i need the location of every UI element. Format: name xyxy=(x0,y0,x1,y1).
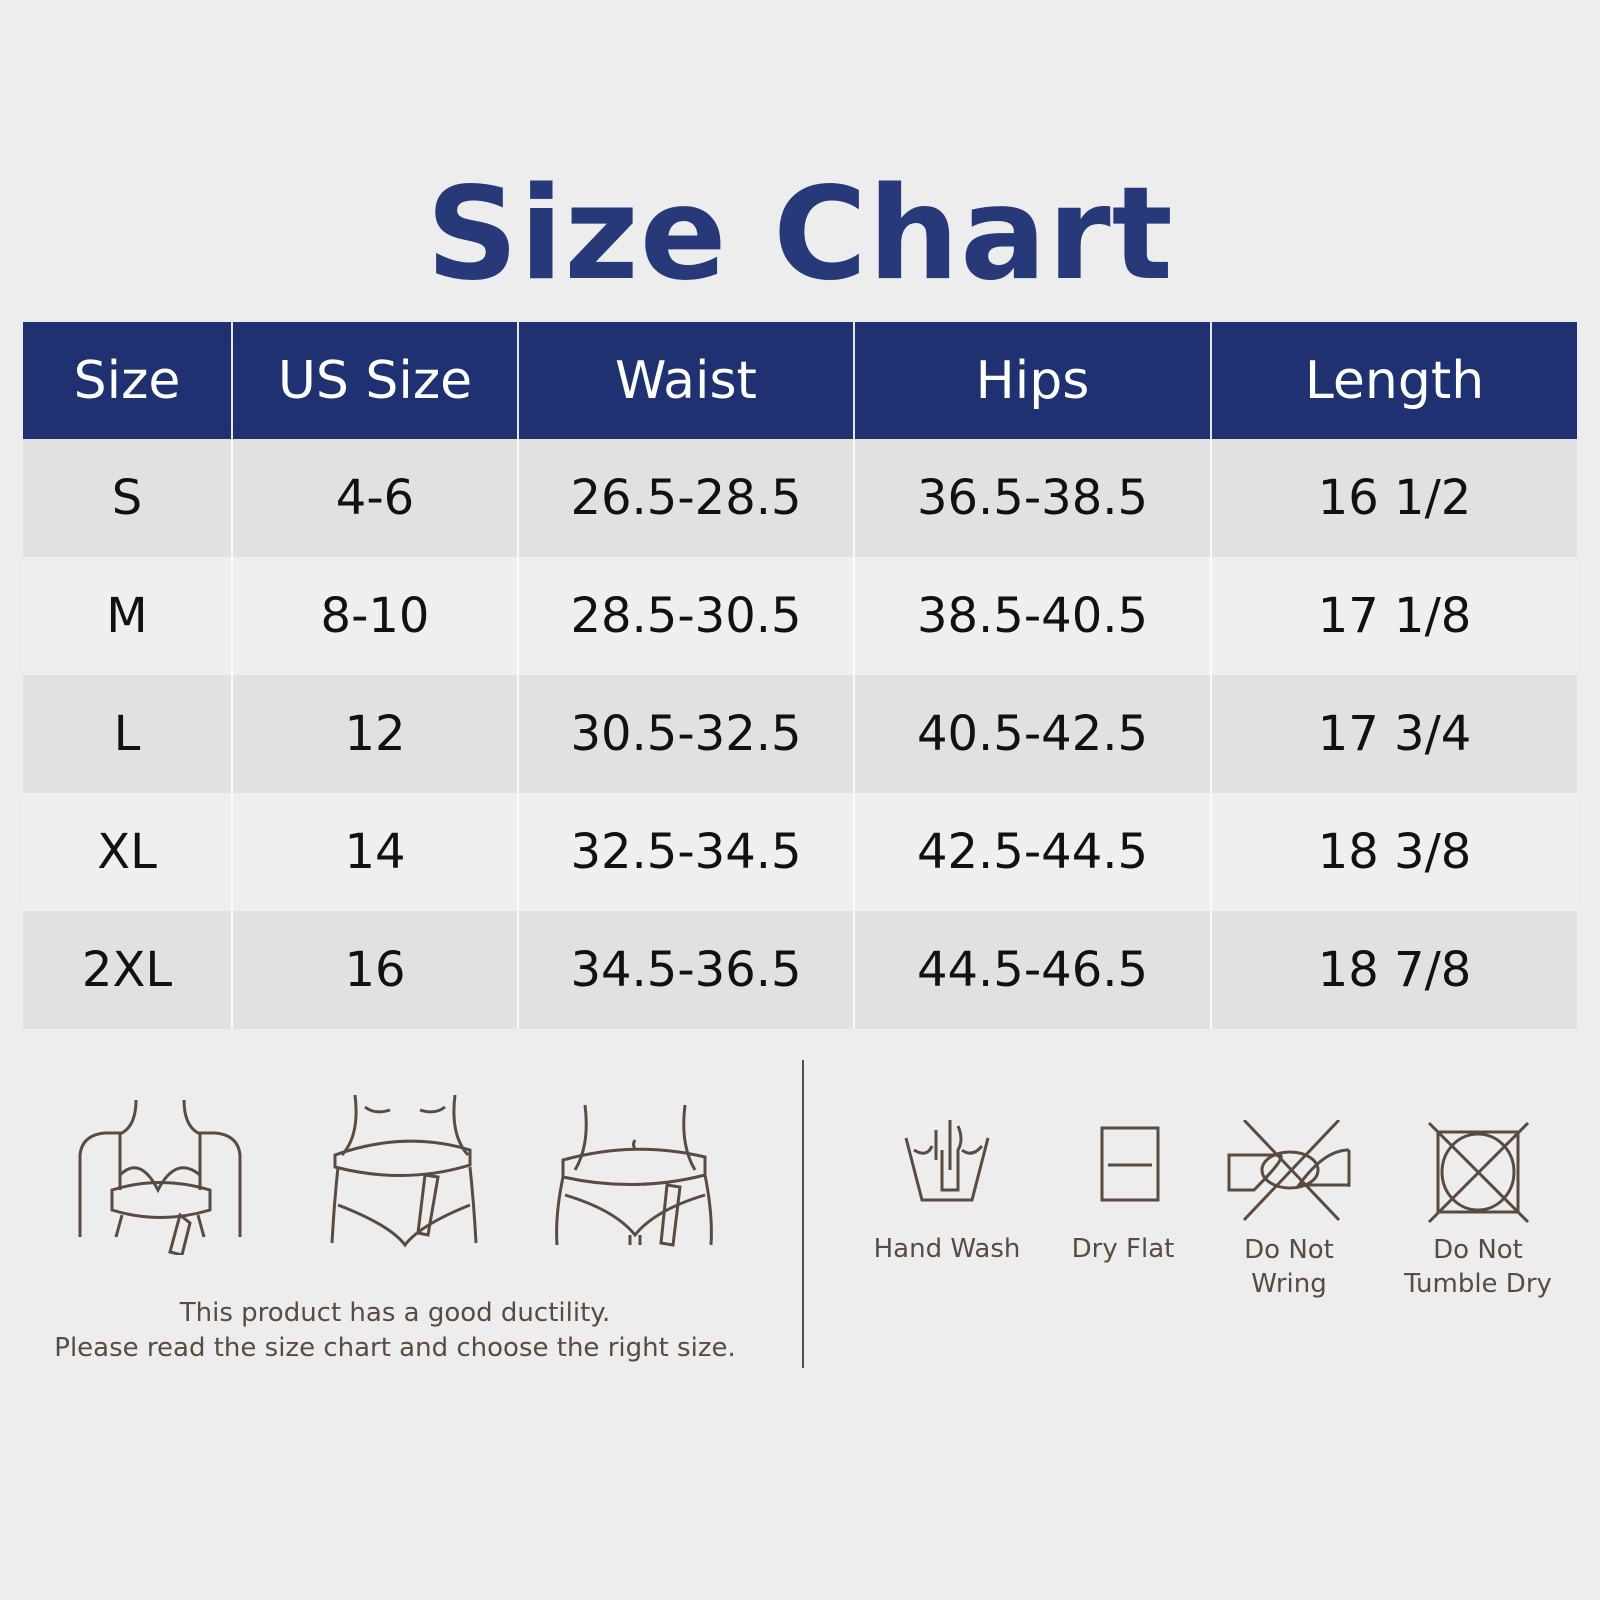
cell-size: XL xyxy=(23,793,233,911)
cell-us-size: 16 xyxy=(232,911,519,1029)
care-label: Hand Wash xyxy=(873,1234,1021,1264)
care-do-not-wring: Do Not Wring xyxy=(1199,1120,1379,1301)
note-line-2: Please read the size chart and choose th… xyxy=(54,1333,736,1363)
care-label: Wring xyxy=(1251,1269,1327,1299)
table-row: 2XL 16 34.5-36.5 44.5-46.5 18 7/8 xyxy=(23,911,1577,1029)
cell-waist: 30.5-32.5 xyxy=(518,675,855,793)
hand-wash-icon xyxy=(904,1120,990,1202)
cell-size: L xyxy=(23,675,233,793)
cell-size: 2XL xyxy=(23,911,233,1029)
cell-waist: 26.5-28.5 xyxy=(518,439,855,557)
bust-measure-icon xyxy=(78,1099,242,1255)
care-label: Do Not xyxy=(1244,1235,1334,1265)
cell-length: 17 3/4 xyxy=(1211,675,1577,793)
table-header-row: Size US Size Waist Hips Length xyxy=(23,322,1577,439)
cell-length: 18 3/8 xyxy=(1211,793,1577,911)
cell-hips: 38.5-40.5 xyxy=(854,557,1212,675)
note-line-1: This product has a good ductility. xyxy=(179,1298,611,1328)
cell-us-size: 14 xyxy=(232,793,519,911)
cell-waist: 28.5-30.5 xyxy=(518,557,855,675)
cell-hips: 44.5-46.5 xyxy=(854,911,1212,1029)
cell-length: 17 1/8 xyxy=(1211,557,1577,675)
waist-measure-icon xyxy=(330,1095,478,1248)
dry-flat-icon xyxy=(1100,1126,1160,1202)
table-row: M 8-10 28.5-30.5 38.5-40.5 17 1/8 xyxy=(23,557,1577,675)
care-dry-flat: Dry Flat xyxy=(1033,1120,1213,1266)
hip-measure-icon xyxy=(555,1104,713,1247)
table-row: L 12 30.5-32.5 40.5-42.5 17 3/4 xyxy=(23,675,1577,793)
cell-waist: 32.5-34.5 xyxy=(518,793,855,911)
care-label: Tumble Dry xyxy=(1404,1269,1552,1299)
header-size: Size xyxy=(23,322,233,439)
cell-hips: 40.5-42.5 xyxy=(854,675,1212,793)
cell-waist: 34.5-36.5 xyxy=(518,911,855,1029)
cell-us-size: 4-6 xyxy=(232,439,519,557)
header-length: Length xyxy=(1211,322,1577,439)
table-row: S 4-6 26.5-28.5 36.5-38.5 16 1/2 xyxy=(23,439,1577,557)
header-hips: Hips xyxy=(854,322,1212,439)
size-table: Size US Size Waist Hips Length S 4-6 26.5-… xyxy=(23,322,1577,1029)
cell-size: S xyxy=(23,439,233,557)
page-title: Size Chart xyxy=(426,160,1174,309)
care-do-not-tumble-dry: Do Not Tumble Dry xyxy=(1388,1120,1568,1301)
header-waist: Waist xyxy=(518,322,855,439)
cell-size: M xyxy=(23,557,233,675)
do-not-wring-icon xyxy=(1227,1120,1351,1222)
section-divider xyxy=(802,1060,804,1368)
cell-us-size: 8-10 xyxy=(232,557,519,675)
cell-hips: 36.5-38.5 xyxy=(854,439,1212,557)
cell-us-size: 12 xyxy=(232,675,519,793)
header-us-size: US Size xyxy=(232,322,519,439)
care-label: Dry Flat xyxy=(1071,1234,1175,1264)
do-not-tumble-dry-icon xyxy=(1427,1121,1529,1224)
cell-hips: 42.5-44.5 xyxy=(854,793,1212,911)
cell-length: 16 1/2 xyxy=(1211,439,1577,557)
table-row: XL 14 32.5-34.5 42.5-44.5 18 3/8 xyxy=(23,793,1577,911)
care-hand-wash: Hand Wash xyxy=(857,1120,1037,1266)
ductility-note: This product has a good ductility. Pleas… xyxy=(0,1296,790,1366)
care-label: Do Not xyxy=(1433,1235,1523,1265)
cell-length: 18 7/8 xyxy=(1211,911,1577,1029)
